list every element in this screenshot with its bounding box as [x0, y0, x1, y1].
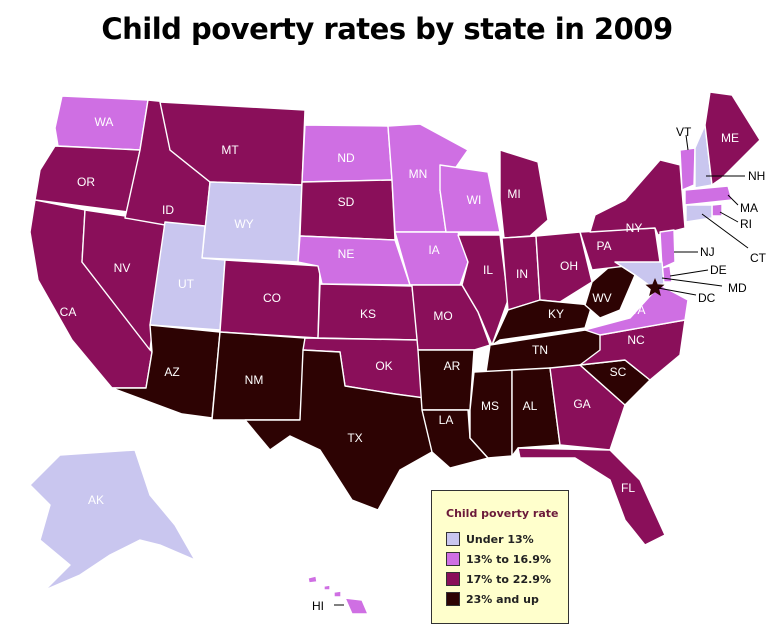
label-CA: CA — [60, 305, 77, 319]
callout-DE: DE — [710, 263, 727, 277]
callout-DC: DC — [698, 291, 716, 305]
legend-swatch — [446, 572, 460, 586]
map-title: Child poverty rates by state in 2009 — [101, 12, 673, 46]
state-AK — [29, 449, 196, 591]
legend-label: Under 13% — [466, 532, 534, 546]
callout-HI: HI — [312, 599, 324, 613]
label-NV: NV — [114, 261, 131, 275]
label-ND: ND — [337, 151, 355, 165]
state-KY — [491, 299, 593, 346]
label-PA: PA — [596, 239, 611, 253]
state-MS — [469, 369, 513, 459]
state-AL — [511, 367, 561, 457]
state-FL — [517, 447, 666, 546]
legend-item-23-and-up: 23% and up — [446, 591, 539, 607]
state-SD — [299, 179, 396, 241]
state-NC — [579, 319, 686, 381]
label-NY: NY — [626, 221, 643, 235]
label-IL: IL — [483, 263, 493, 277]
callout-VT: VT — [676, 125, 692, 139]
callout-CT: CT — [750, 251, 767, 265]
legend-label: 23% and up — [466, 592, 539, 606]
label-GA: GA — [573, 397, 590, 411]
label-LA: LA — [439, 413, 454, 427]
state-MA — [684, 185, 733, 206]
leader-line-dc — [657, 287, 697, 296]
label-UT: UT — [178, 277, 195, 291]
leader-line-md — [661, 277, 723, 287]
legend-swatch — [446, 552, 460, 566]
state-VA — [584, 284, 689, 336]
label-AL: AL — [523, 399, 538, 413]
label-WA: WA — [95, 115, 114, 129]
label-WI: WI — [467, 193, 482, 207]
label-KS: KS — [360, 307, 376, 321]
state-VT — [679, 147, 696, 191]
state-RI — [711, 203, 723, 217]
legend-title: Child poverty rate — [446, 507, 559, 520]
state-labels: WA OR CA NV ID MT WY UT AZ CO NM ND SD N… — [60, 115, 739, 507]
label-TX: TX — [347, 431, 362, 445]
callout-labels: VT NH MA RI CT NJ DE MD DC HI — [312, 125, 767, 613]
state-WI — [439, 164, 501, 233]
callout-MA: MA — [740, 201, 758, 215]
label-MS: MS — [481, 399, 499, 413]
label-NE: NE — [338, 247, 355, 261]
label-AZ: AZ — [164, 365, 179, 379]
state-GA — [549, 364, 626, 451]
label-AR: AR — [444, 359, 461, 373]
callout-NH: NH — [748, 169, 765, 183]
callout-RI: RI — [740, 217, 752, 231]
label-IN: IN — [516, 267, 528, 281]
map-legend: Child poverty rate Under 13% 13% to 16.9… — [431, 490, 569, 624]
state-CT — [685, 204, 713, 223]
legend-label: 17% to 22.9% — [466, 572, 551, 586]
state-HI — [307, 575, 369, 615]
label-MT: MT — [221, 143, 239, 157]
label-KY: KY — [548, 307, 564, 321]
label-ME: ME — [721, 131, 739, 145]
legend-item-under-13: Under 13% — [446, 531, 534, 547]
label-WV: WV — [592, 291, 611, 305]
label-ID: ID — [162, 203, 174, 217]
callout-MD: MD — [728, 281, 747, 295]
leader-line-vt — [685, 134, 689, 151]
state-OR — [34, 145, 141, 213]
label-WY: WY — [234, 217, 253, 231]
legend-item-17-to-22-9: 17% to 22.9% — [446, 571, 551, 587]
state-NY — [589, 159, 686, 236]
label-MI: MI — [507, 187, 520, 201]
label-TN: TN — [532, 343, 548, 357]
leader-line-ct — [701, 213, 749, 249]
leader-line-ma — [727, 194, 739, 206]
label-SD: SD — [338, 195, 355, 209]
label-OR: OR — [77, 175, 95, 189]
callout-NJ: NJ — [700, 245, 715, 259]
state-OH — [535, 231, 593, 303]
state-IL — [457, 234, 509, 346]
label-AK: AK — [88, 493, 104, 507]
legend-swatch — [446, 592, 460, 606]
leader-line-ri — [719, 211, 739, 223]
label-FL: FL — [621, 481, 635, 495]
label-OK: OK — [375, 359, 392, 373]
state-ME — [704, 91, 761, 186]
label-VA: VA — [630, 303, 645, 317]
label-MN: MN — [409, 167, 428, 181]
state-NJ — [659, 229, 676, 269]
label-OH: OH — [560, 259, 578, 273]
state-TX — [244, 349, 433, 511]
dc-star — [645, 278, 665, 296]
legend-swatch — [446, 532, 460, 546]
label-SC: SC — [610, 365, 627, 379]
leader-line-de — [669, 269, 709, 277]
legend-label: 13% to 16.9% — [466, 552, 551, 566]
label-CO: CO — [263, 291, 281, 305]
label-NM: NM — [245, 373, 264, 387]
label-IA: IA — [428, 243, 439, 257]
label-NC: NC — [627, 333, 645, 347]
legend-item-13-to-16-9: 13% to 16.9% — [446, 551, 551, 567]
label-MO: MO — [433, 309, 452, 323]
